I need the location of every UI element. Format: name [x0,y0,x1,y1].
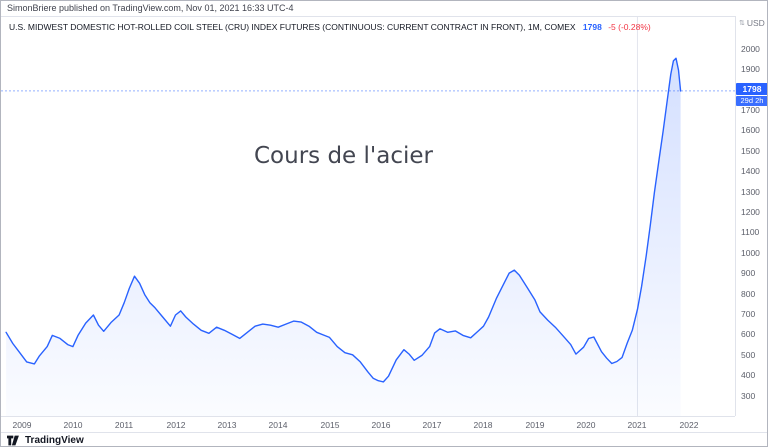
price-tick-label: 400 [741,370,756,380]
price-scale-unit: ⇅ USD [739,18,765,28]
chart-text-annotation: Cours de l'acier [254,143,433,169]
price-tick-label: 1500 [741,146,760,156]
price-tick-label: 2000 [741,44,760,54]
chart-plot[interactable] [1,17,735,417]
time-tick-label: 2016 [371,420,391,430]
last-price-badge: 1798 29d 2h [736,83,767,106]
price-tick-label: 700 [741,309,756,319]
price-tick-label: 800 [741,289,756,299]
price-tick-label: 1900 [741,64,760,74]
price-tick-label: 1600 [741,125,760,135]
axis-unit-label: USD [746,18,765,28]
price-scale[interactable]: ⇅ USD 300 400 500 600 700 800 900 1000 1100 1200 1… [735,16,767,416]
time-tick-label: 2014 [268,420,288,430]
time-tick-label: 2009 [12,420,32,430]
price-tick-label: 600 [741,329,756,339]
tradingview-logo-icon[interactable] [7,435,21,446]
price-tick-label: 1700 [741,105,760,115]
symbol-title[interactable]: U.S. MIDWEST DOMESTIC HOT-ROLLED COIL ST… [9,22,576,32]
price-tick-label: 300 [741,391,756,401]
price-tick-label: 500 [741,350,756,360]
time-tick-label: 2019 [525,420,545,430]
time-tick-label: 2011 [114,420,134,430]
time-scale[interactable]: 2009 2010 2011 2012 2013 2014 2015 2016 2017 2018… [1,416,735,433]
bar-countdown-label: 29d 2h [736,96,767,106]
tradingview-brand-label[interactable]: TradingView [25,435,84,446]
time-tick-label: 2015 [320,420,340,430]
time-tick-label: 2022 [679,420,699,430]
time-tick-label: 2020 [576,420,596,430]
price-tick-label: 1400 [741,166,760,176]
footer-bar: TradingView [1,432,767,446]
last-price: 1798 [582,22,602,32]
price-scale-mode-icon: ⇅ [739,20,745,27]
price-tick-label: 1200 [741,207,760,217]
time-tick-label: 2013 [217,420,237,430]
time-tick-label: 2012 [166,420,186,430]
price-tick-label: 1000 [741,248,760,258]
time-tick-label: 2017 [422,420,442,430]
time-tick-label: 2010 [63,420,83,430]
time-tick-label: 2018 [473,420,493,430]
price-tick-label: 1100 [741,227,760,237]
price-tick-label: 900 [741,268,756,278]
publish-info: SimonBriere published on TradingView.com… [7,3,294,13]
chart-area[interactable]: U.S. MIDWEST DOMESTIC HOT-ROLLED COIL ST… [1,16,735,417]
time-tick-label: 2021 [627,420,647,430]
last-price-label: 1798 [736,83,767,95]
price-tick-label: 1300 [741,187,760,197]
chart-legend: U.S. MIDWEST DOMESTIC HOT-ROLLED COIL ST… [9,22,651,32]
price-change: -5 (-0.28%) [608,22,651,32]
